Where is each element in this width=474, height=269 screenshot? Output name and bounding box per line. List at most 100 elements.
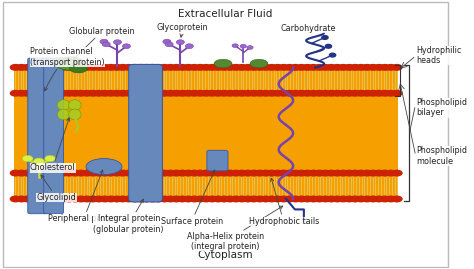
Circle shape	[266, 169, 278, 176]
Circle shape	[218, 196, 230, 203]
Circle shape	[123, 169, 135, 176]
Text: Surface protein: Surface protein	[161, 170, 223, 226]
Circle shape	[16, 169, 27, 176]
Circle shape	[224, 90, 236, 97]
Circle shape	[236, 64, 248, 71]
Circle shape	[153, 64, 164, 71]
Circle shape	[349, 64, 361, 71]
Circle shape	[331, 196, 343, 203]
Circle shape	[176, 40, 184, 45]
Circle shape	[301, 196, 313, 203]
Circle shape	[34, 90, 45, 97]
Circle shape	[176, 90, 188, 97]
Circle shape	[57, 64, 69, 71]
Circle shape	[319, 196, 331, 203]
Circle shape	[34, 64, 45, 71]
Circle shape	[87, 196, 99, 203]
Circle shape	[385, 169, 397, 176]
Circle shape	[212, 196, 224, 203]
Circle shape	[57, 196, 69, 203]
Circle shape	[254, 90, 265, 97]
Circle shape	[117, 90, 128, 97]
Circle shape	[75, 90, 87, 97]
Ellipse shape	[56, 57, 85, 70]
Text: Protein channel
(transport protein): Protein channel (transport protein)	[30, 47, 104, 91]
Circle shape	[391, 169, 403, 176]
Circle shape	[230, 196, 242, 203]
Circle shape	[301, 90, 313, 97]
Circle shape	[373, 90, 385, 97]
Circle shape	[46, 196, 57, 203]
Circle shape	[75, 169, 87, 176]
Circle shape	[308, 90, 319, 97]
Circle shape	[236, 90, 248, 97]
Circle shape	[308, 169, 319, 176]
Circle shape	[164, 90, 176, 97]
FancyBboxPatch shape	[28, 58, 47, 214]
Circle shape	[22, 169, 33, 176]
Ellipse shape	[250, 59, 268, 68]
Ellipse shape	[86, 159, 122, 175]
Circle shape	[27, 90, 39, 97]
Circle shape	[240, 44, 246, 48]
Circle shape	[100, 39, 108, 44]
Circle shape	[159, 169, 170, 176]
Ellipse shape	[60, 57, 72, 63]
Circle shape	[27, 64, 39, 71]
Circle shape	[87, 169, 99, 176]
Circle shape	[206, 64, 218, 71]
Circle shape	[232, 44, 238, 48]
FancyBboxPatch shape	[207, 150, 228, 171]
Circle shape	[129, 169, 140, 176]
Circle shape	[201, 196, 212, 203]
Circle shape	[349, 90, 361, 97]
Circle shape	[69, 64, 81, 71]
Ellipse shape	[57, 109, 70, 120]
FancyBboxPatch shape	[3, 2, 447, 267]
Circle shape	[64, 64, 75, 71]
Circle shape	[343, 196, 355, 203]
Circle shape	[206, 196, 218, 203]
Text: Extracellular Fluid: Extracellular Fluid	[178, 9, 273, 19]
Circle shape	[16, 90, 27, 97]
Circle shape	[290, 169, 301, 176]
Circle shape	[290, 64, 301, 71]
Text: Integral protein
(globular protein): Integral protein (globular protein)	[93, 199, 164, 234]
Circle shape	[373, 169, 385, 176]
Circle shape	[129, 196, 140, 203]
Circle shape	[117, 64, 128, 71]
Circle shape	[218, 64, 230, 71]
Ellipse shape	[69, 64, 87, 73]
Circle shape	[343, 90, 355, 97]
Circle shape	[135, 64, 146, 71]
Circle shape	[278, 169, 290, 176]
Circle shape	[343, 169, 355, 176]
Circle shape	[69, 169, 81, 176]
Circle shape	[159, 196, 170, 203]
Circle shape	[367, 90, 379, 97]
Circle shape	[224, 169, 236, 176]
Circle shape	[254, 196, 265, 203]
Circle shape	[356, 196, 367, 203]
Circle shape	[194, 90, 206, 97]
Circle shape	[46, 64, 57, 71]
Circle shape	[75, 64, 87, 71]
Circle shape	[218, 169, 230, 176]
Circle shape	[296, 196, 307, 203]
Circle shape	[266, 196, 278, 203]
Circle shape	[22, 64, 33, 71]
Circle shape	[326, 64, 337, 71]
Circle shape	[51, 196, 63, 203]
Circle shape	[27, 196, 39, 203]
Circle shape	[117, 169, 128, 176]
Circle shape	[182, 64, 194, 71]
Circle shape	[337, 196, 349, 203]
Circle shape	[254, 169, 265, 176]
Circle shape	[22, 155, 33, 162]
Circle shape	[147, 196, 158, 203]
Circle shape	[39, 196, 51, 203]
Circle shape	[34, 169, 45, 176]
Circle shape	[39, 90, 51, 97]
Circle shape	[93, 64, 105, 71]
Circle shape	[69, 90, 81, 97]
